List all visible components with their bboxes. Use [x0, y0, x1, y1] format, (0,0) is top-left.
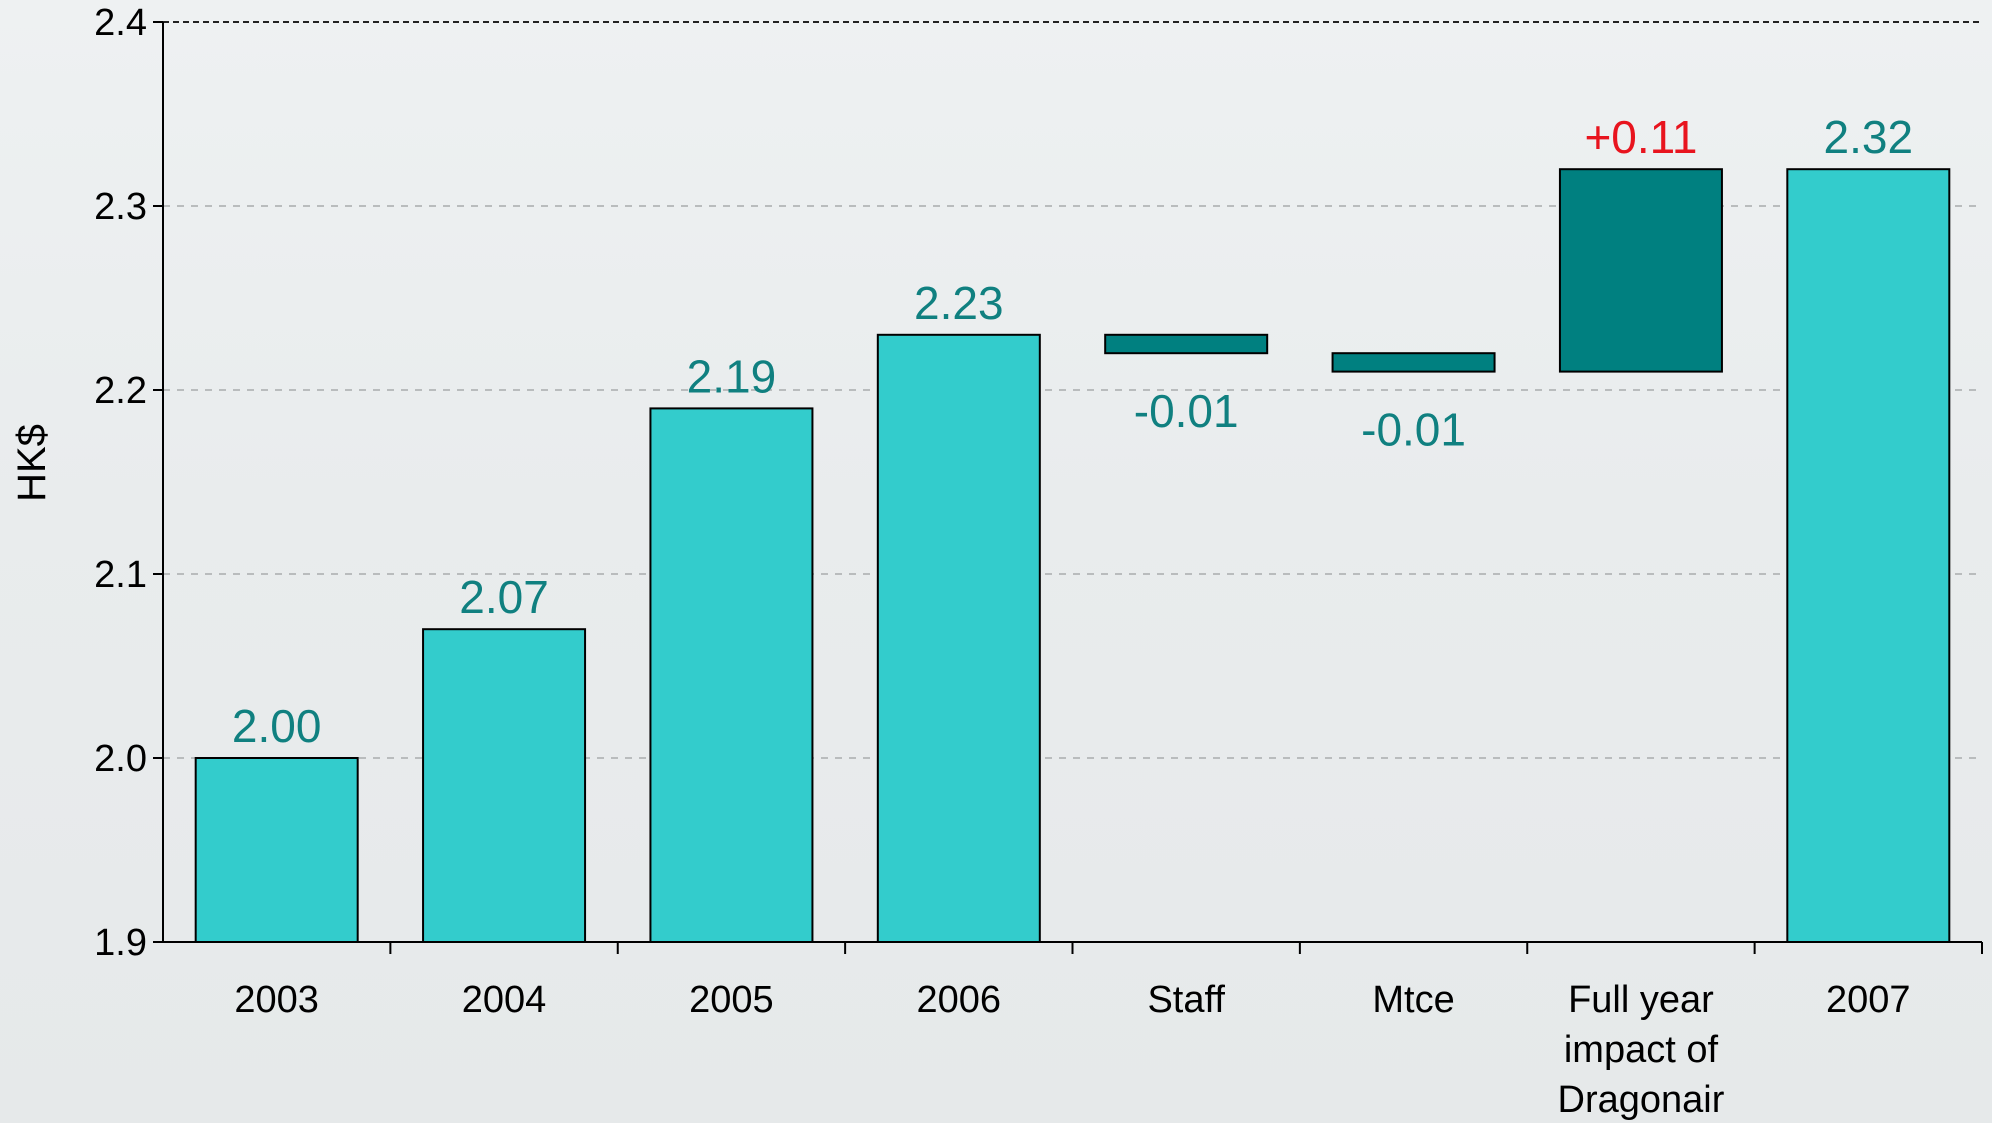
data-label: 2.19: [687, 350, 777, 402]
data-label: 2.23: [914, 277, 1004, 329]
data-label: -0.01: [1361, 404, 1466, 456]
y-tick-label: 2.1: [94, 554, 147, 596]
data-label: -0.01: [1134, 385, 1239, 437]
bar: [422, 628, 587, 943]
x-tick-label: Staff: [1147, 979, 1225, 1021]
bar: [876, 333, 1041, 943]
data-label: 2.32: [1824, 111, 1914, 163]
y-tick-label: 2.4: [94, 2, 147, 44]
x-tick-label: Full year impact of Dragonair: [1558, 979, 1725, 1121]
y-axis-title: HK$: [10, 424, 54, 502]
x-tick-label: 2003: [234, 979, 319, 1021]
bar: [194, 757, 359, 943]
x-tick-label: 2005: [689, 979, 774, 1021]
bar: [1104, 333, 1269, 355]
bars: [194, 168, 1951, 943]
bar: [1786, 168, 1951, 943]
bar: [1331, 352, 1496, 373]
axes: 1.9 2.0 2.1 2.2 2.3 2.4 2003 2004 2005 2006 Staff M…: [94, 2, 1983, 1121]
y-tick-label: 2.0: [94, 738, 147, 780]
x-tick-label: 2007: [1826, 979, 1911, 1021]
x-tick-label: 2004: [462, 979, 547, 1021]
y-tick-label: 1.9: [94, 922, 147, 964]
x-tick-label: Mtce: [1372, 979, 1454, 1021]
x-tick-label: 2006: [917, 979, 1002, 1021]
bar: [1558, 168, 1723, 373]
data-labels: 2.00 2.07 2.19 2.23 -0.01 -0.01 +0.11 2.32: [232, 111, 1913, 752]
data-label: +0.11: [1584, 111, 1697, 163]
y-tick-label: 2.3: [94, 186, 147, 228]
bar: [649, 407, 814, 943]
data-label: 2.07: [459, 571, 549, 623]
y-tick-label: 2.2: [94, 370, 147, 412]
data-label: 2.00: [232, 700, 322, 752]
